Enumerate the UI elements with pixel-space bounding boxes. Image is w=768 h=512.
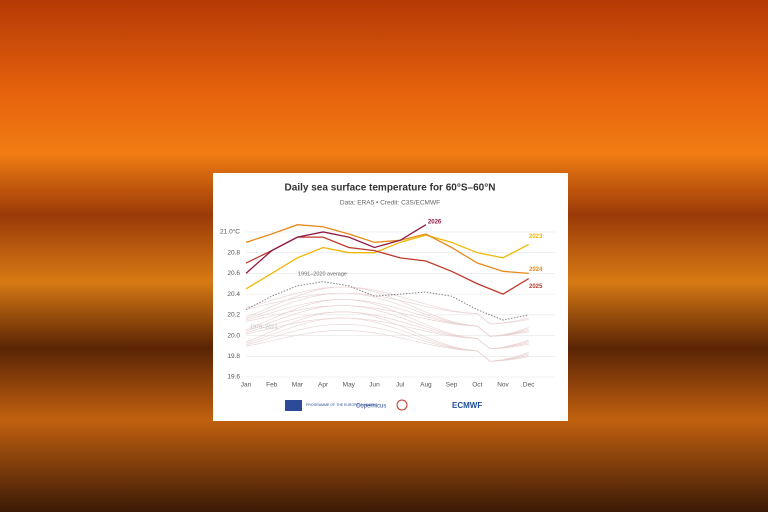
x-tick-label: Jun [369,382,380,389]
x-tick-label: Jul [396,382,405,389]
series-label: 1991–2020 average [298,271,347,277]
series-label: 2025 [529,284,543,290]
y-tick-label: 19.6 [227,374,240,381]
x-tick-label: Apr [318,382,329,389]
series-label: 2024 [529,267,543,273]
x-tick-label: Aug [420,382,432,389]
x-tick-label: Nov [497,382,509,389]
historical-line [245,286,529,325]
x-tick-label: Oct [472,382,482,389]
y-tick-label: 19.8 [227,353,240,360]
y-tick-label: 20.0 [227,332,240,339]
historical-line [245,311,529,362]
series-label: 2023 [529,234,543,240]
series-line [245,281,529,321]
x-tick-label: Jan [241,382,252,389]
series-label: 2026 [428,219,442,225]
series-line [245,224,529,275]
y-tick-label: 20.6 [227,270,240,277]
eu-flag [285,400,302,411]
x-tick-label: Mar [292,382,304,389]
series-line [245,224,427,274]
x-tick-label: Sep [446,382,458,389]
footer-text: Copernicus [356,404,386,410]
x-tick-label: Feb [266,382,278,389]
y-tick-label: 20.8 [227,249,240,256]
footer-text: ECMWF [452,401,482,410]
annotation: 1979–2021 [250,324,278,330]
x-tick-label: Dec [523,382,535,389]
historical-line [245,299,529,350]
x-tick-label: May [343,382,356,389]
series-line [245,234,530,290]
y-tick-label: 21.0°C [220,228,240,236]
footer-text: PROGRAMME OF THE EUROPEAN UNION [306,403,376,407]
historical-line [245,286,529,337]
chart-title: Daily sea surface temperature for 60°S–6… [285,183,496,194]
y-tick-label: 20.2 [227,312,240,319]
y-tick-label: 20.4 [227,291,240,298]
chart-subtitle: Data: ERA5 • Credit: C3S/ECMWF [340,200,440,207]
logo-icon [396,399,408,411]
